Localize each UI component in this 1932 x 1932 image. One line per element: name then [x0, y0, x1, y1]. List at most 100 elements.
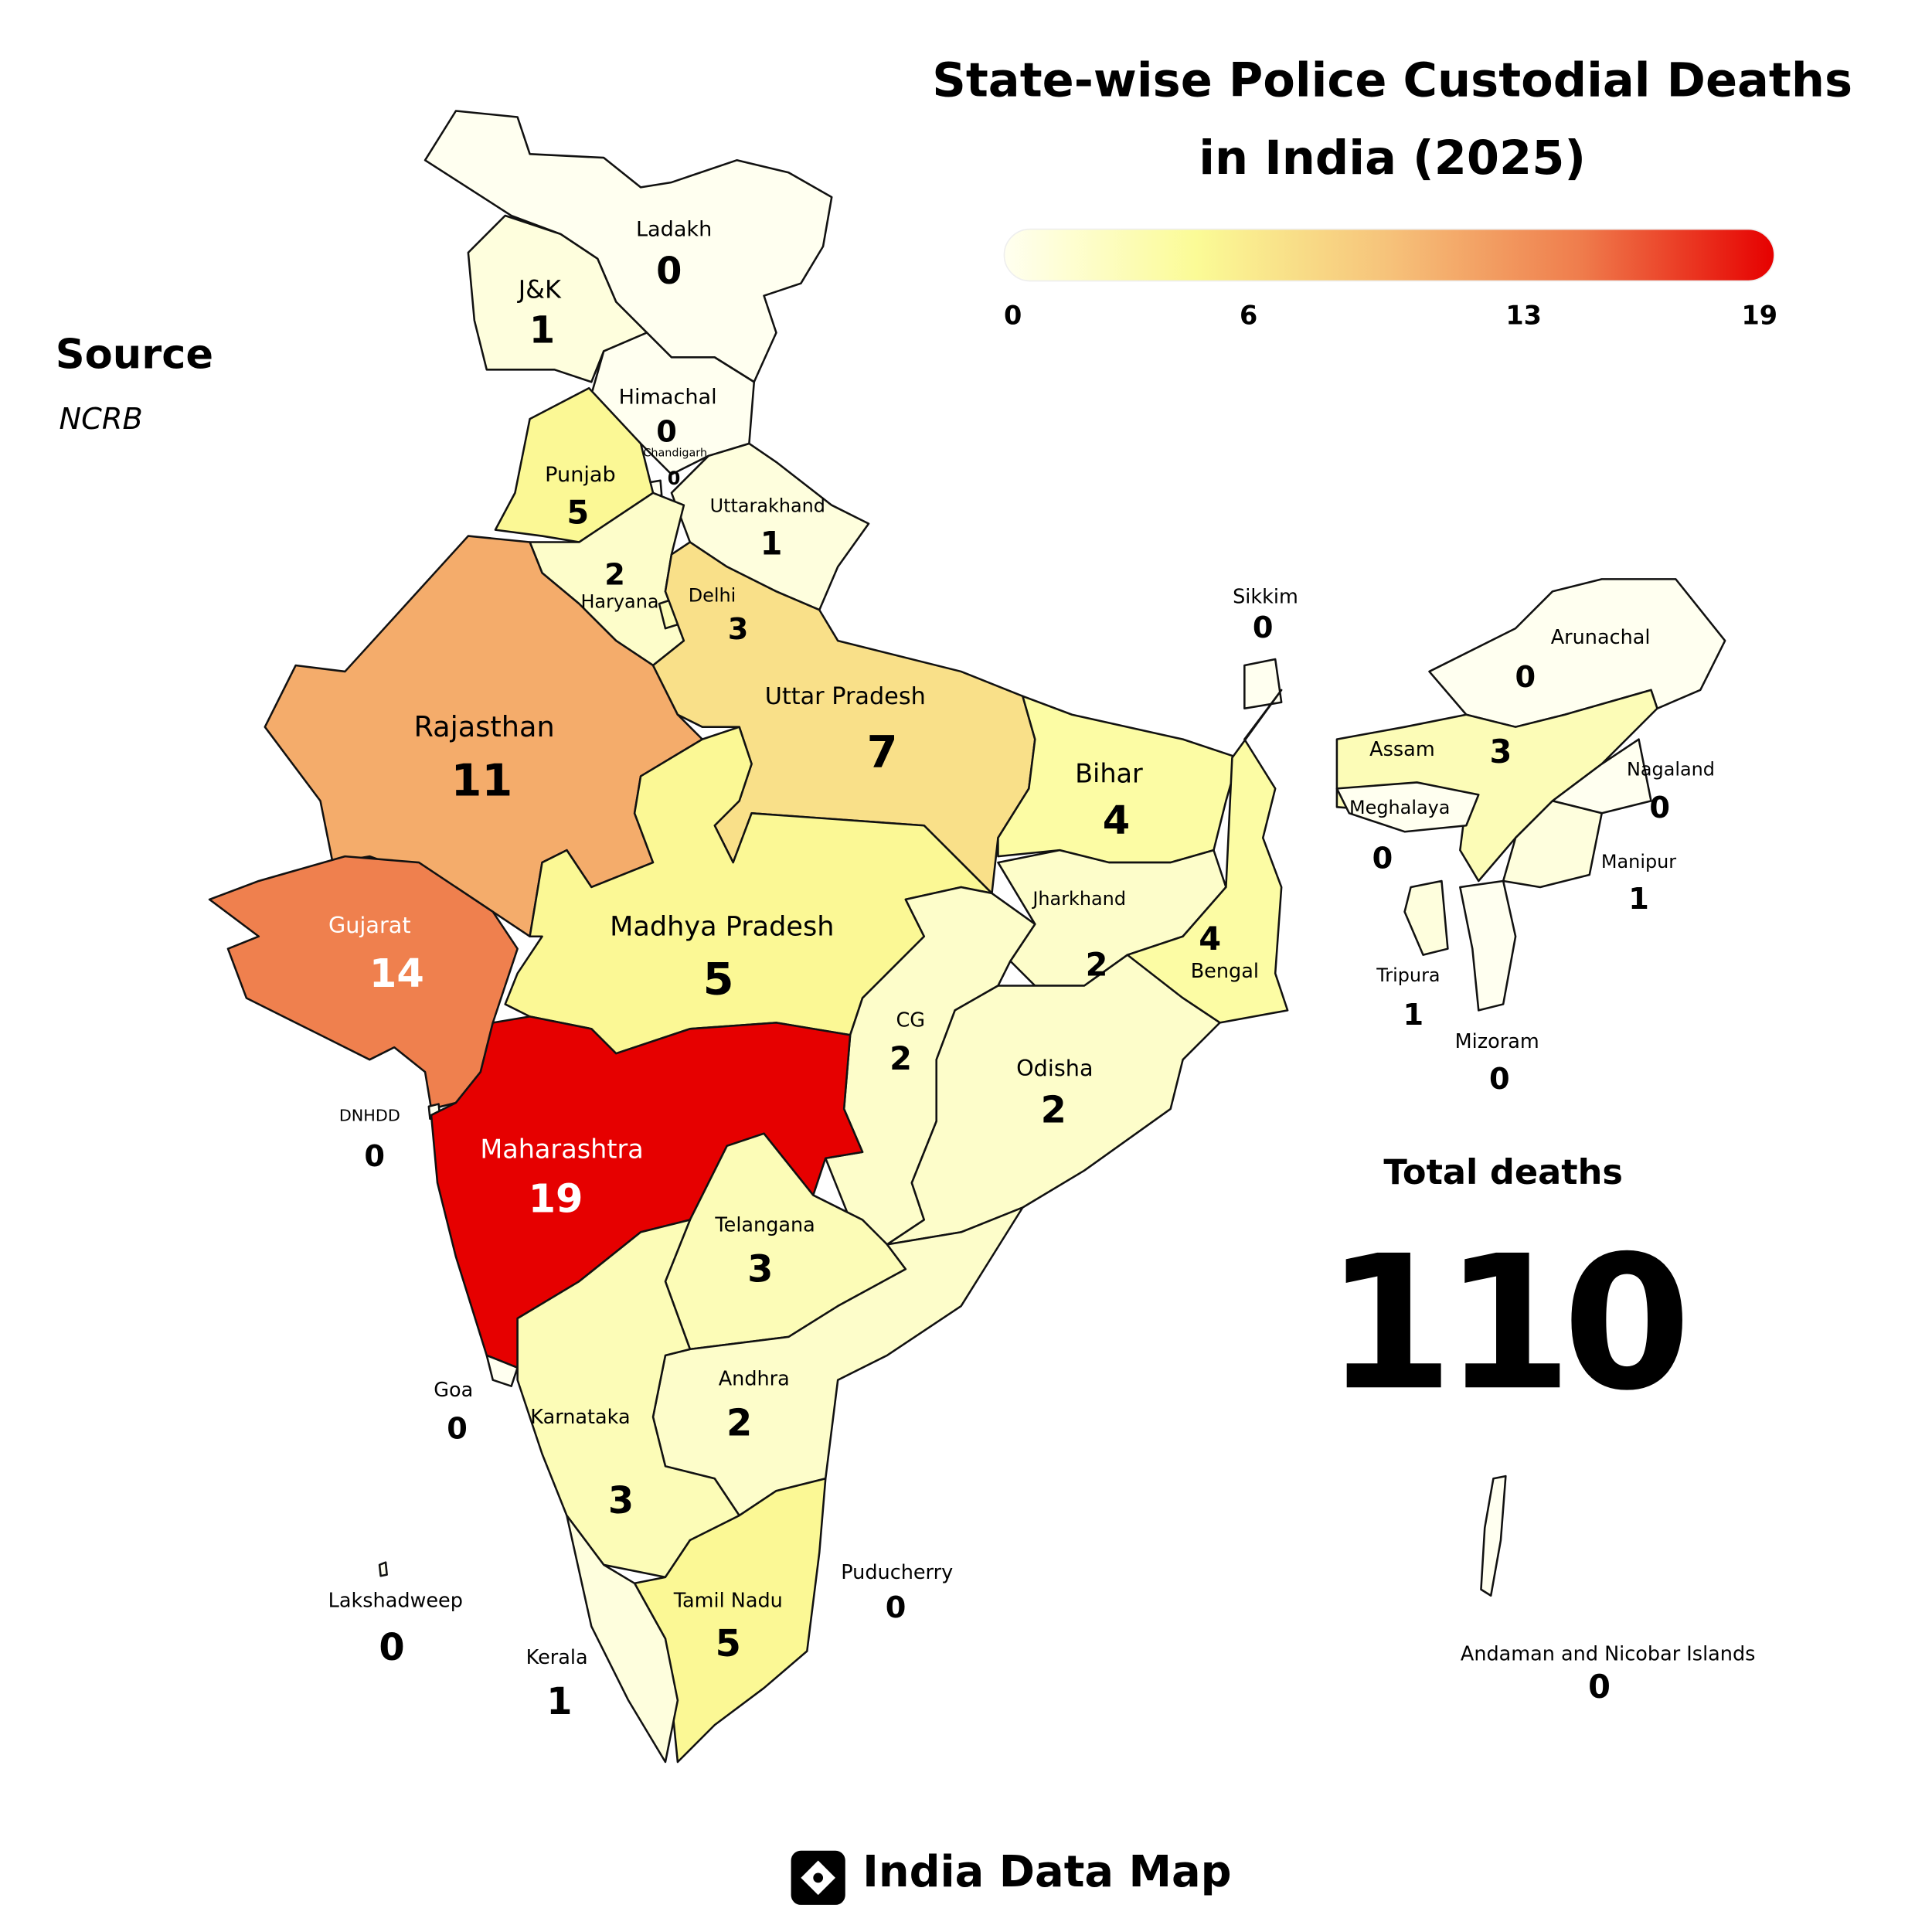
- region-value: 5: [566, 494, 589, 531]
- region-value: 0: [1588, 1668, 1611, 1706]
- region-name: Bihar: [1075, 758, 1143, 788]
- region-value: 0: [1372, 841, 1393, 876]
- region-value: 2: [726, 1403, 752, 1445]
- regions: [208, 110, 1726, 1764]
- region-shape: [566, 1514, 679, 1764]
- region-value: 1: [1628, 882, 1649, 917]
- region-shape: [1502, 800, 1603, 889]
- region-name: Uttar Pradesh: [765, 683, 926, 710]
- region-value: 0: [1253, 611, 1274, 645]
- region-value: 3: [728, 612, 749, 647]
- region-name: Nagaland: [1627, 758, 1715, 780]
- region-shape: [516, 1219, 740, 1579]
- region-shape: [1428, 578, 1726, 728]
- legend-tick-label: 6: [1240, 300, 1257, 330]
- region-name: Telangana: [714, 1213, 815, 1236]
- region-value: 0: [1649, 791, 1670, 825]
- region-name: Assam: [1369, 738, 1434, 761]
- region-value: 1: [546, 1681, 572, 1723]
- region-value: 19: [529, 1177, 583, 1223]
- legend-ticks: 0 6 13 19: [1004, 300, 1777, 330]
- region-shape: [1126, 689, 1289, 1024]
- region-value: 0: [447, 1412, 468, 1447]
- region-value: 1: [760, 525, 783, 562]
- total-value: 110: [1325, 1217, 1692, 1432]
- region-value: 2: [1041, 1090, 1066, 1132]
- region-name: Lakshadweep: [328, 1590, 463, 1613]
- region-value: 0: [656, 250, 682, 293]
- region-name: Tripura: [1376, 964, 1440, 986]
- region-value: 2: [604, 558, 625, 593]
- region-name: Madhya Pradesh: [610, 911, 834, 943]
- region-name: Chandigarh: [643, 447, 707, 460]
- region-value: 0: [364, 1139, 385, 1174]
- region-name: Himachal: [619, 385, 717, 409]
- legend-tick-label: 13: [1505, 300, 1542, 330]
- region-name: Maharashtra: [480, 1134, 643, 1165]
- region-name: Uttarakhand: [710, 495, 825, 516]
- region-value: 0: [379, 1627, 404, 1669]
- region-value: 3: [1490, 733, 1512, 770]
- region-value: 1: [1403, 998, 1423, 1032]
- region-name: Goa: [434, 1379, 473, 1402]
- title: State-wise Police Custodial Deaths in In…: [932, 53, 1853, 185]
- region-name: Manipur: [1601, 851, 1676, 872]
- region-name: Haryana: [580, 591, 658, 613]
- region-name: Gujarat: [328, 912, 411, 938]
- region-name: Kerala: [526, 1646, 588, 1669]
- brand: India Data Map: [862, 1848, 1232, 1898]
- source-label: Source: [55, 330, 214, 379]
- region-name: Mizoram: [1455, 1030, 1539, 1053]
- region-shape: [1459, 879, 1517, 1012]
- region-value: 5: [703, 953, 734, 1005]
- total-label: Total deaths: [1383, 1151, 1623, 1193]
- region-shape: [1243, 658, 1283, 710]
- region-value: 11: [451, 755, 512, 807]
- region-value: 14: [369, 951, 424, 997]
- legend-tick-label: 0: [1004, 300, 1022, 330]
- region-value: 4: [1199, 920, 1221, 957]
- region-value: 0: [1515, 660, 1536, 695]
- region-name: J&K: [517, 274, 562, 304]
- color-legend-bar: [1003, 228, 1775, 282]
- region-name: Karnataka: [530, 1406, 630, 1429]
- region-value: 2: [1086, 947, 1108, 984]
- region-name: Meghalaya: [1349, 797, 1450, 818]
- region-value: 5: [716, 1623, 741, 1665]
- region-name: Andaman and Nicobar Islands: [1461, 1642, 1756, 1665]
- legend-tick-label: 19: [1742, 300, 1778, 330]
- region-shape: [1335, 781, 1480, 833]
- source-value: NCRB: [59, 401, 143, 437]
- region-value: 7: [867, 726, 898, 778]
- region-shape: [378, 1561, 388, 1577]
- region-name: Jharkhand: [1031, 888, 1126, 910]
- region-shape: [485, 1354, 519, 1387]
- region-name: Arunachal: [1551, 626, 1651, 649]
- region-name: Odisha: [1016, 1055, 1093, 1081]
- region-value: 0: [656, 415, 677, 450]
- region-name: Rajasthan: [414, 710, 555, 743]
- region-name: Andhra: [719, 1368, 790, 1391]
- region-value: 0: [668, 468, 681, 489]
- region-value: 0: [886, 1590, 906, 1625]
- region-name: Delhi: [689, 585, 736, 607]
- brand-logo: [791, 1850, 845, 1905]
- region-name: CG: [896, 1009, 925, 1032]
- region-value: 0: [1489, 1062, 1510, 1097]
- region-shape: [1480, 1475, 1507, 1597]
- region-value: 4: [1103, 798, 1131, 844]
- region-name: Punjab: [545, 463, 616, 487]
- region-name: Tamil Nadu: [673, 1590, 783, 1613]
- region-value: 3: [747, 1248, 773, 1291]
- region-name: DNHDD: [339, 1107, 400, 1125]
- region-name: Puducherry: [841, 1561, 953, 1584]
- region-value: 1: [529, 309, 555, 352]
- region-value: 3: [608, 1480, 634, 1522]
- region-name: Sikkim: [1233, 585, 1298, 608]
- region-value: 2: [889, 1040, 912, 1077]
- region-shape: [1403, 879, 1449, 956]
